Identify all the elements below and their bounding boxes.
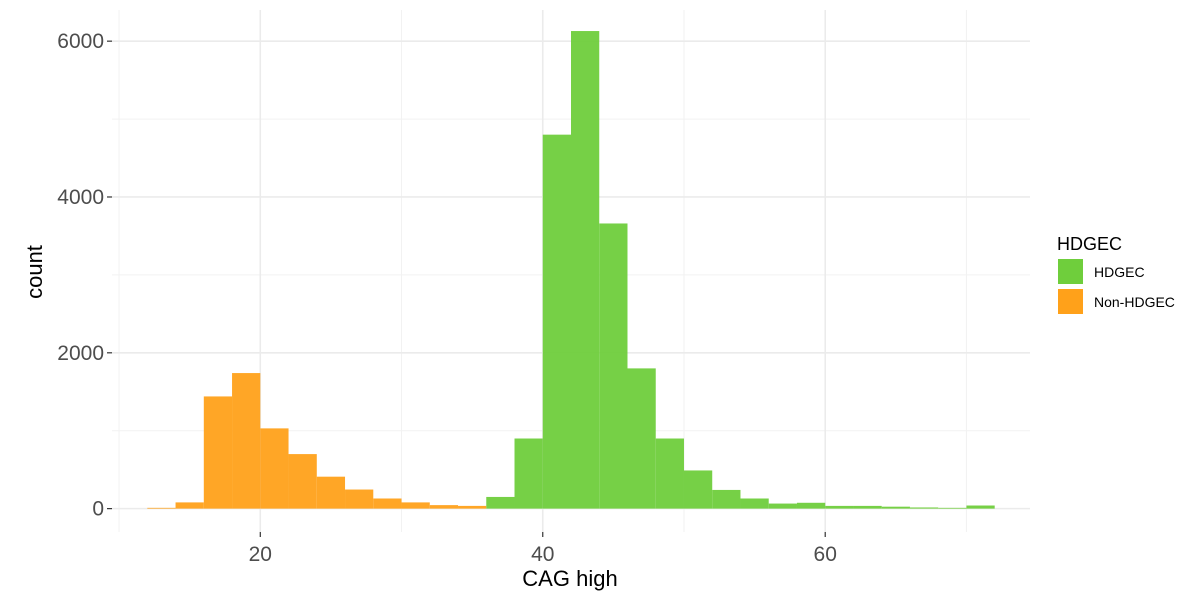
legend: HDGEC HDGEC Non-HDGEC — [1057, 234, 1175, 314]
bar-non-hdgec — [401, 502, 430, 509]
bar-non-hdgec — [203, 396, 233, 509]
bar-hdgec — [683, 470, 713, 509]
y-tick-label: 0 — [92, 498, 104, 521]
bar-hdgec — [796, 502, 826, 509]
bar-non-hdgec — [232, 373, 261, 509]
y-axis-title: count — [22, 245, 47, 299]
y-tick-label: 6000 — [57, 30, 104, 53]
bar-non-hdgec — [175, 502, 204, 509]
bar-hdgec — [740, 498, 769, 509]
histogram-bars — [147, 31, 995, 509]
bar-non-hdgec — [288, 454, 317, 509]
legend-title: HDGEC — [1057, 234, 1122, 254]
bar-hdgec — [542, 134, 571, 509]
legend-swatch-hdgec — [1058, 259, 1083, 284]
x-tick-label: 20 — [249, 543, 272, 566]
x-tick-label: 40 — [531, 543, 554, 566]
x-tick-label: 60 — [814, 543, 837, 566]
bar-hdgec — [599, 223, 628, 509]
y-tick-label: 2000 — [57, 342, 104, 365]
y-axis: 0 2000 4000 6000 — [57, 30, 112, 521]
bar-non-hdgec — [316, 476, 346, 509]
bar-hdgec — [938, 507, 967, 509]
x-axis-title: CAG high — [522, 566, 617, 591]
legend-label-hdgec: HDGEC — [1094, 264, 1145, 280]
bar-hdgec — [712, 489, 741, 509]
bar-non-hdgec — [345, 489, 374, 509]
bar-non-hdgec — [458, 505, 487, 509]
bar-hdgec — [655, 438, 684, 509]
bar-hdgec — [825, 505, 854, 509]
bar-non-hdgec — [373, 498, 402, 509]
x-axis: 20 40 60 — [249, 532, 837, 566]
bar-non-hdgec — [429, 505, 459, 509]
bar-hdgec — [881, 506, 910, 509]
bar-hdgec — [514, 438, 543, 509]
bar-hdgec — [768, 503, 797, 509]
y-tick-label: 4000 — [57, 186, 104, 209]
bar-non-hdgec — [260, 428, 289, 509]
bar-hdgec — [627, 368, 656, 509]
bar-hdgec — [966, 505, 995, 509]
legend-label-non-hdgec: Non-HDGEC — [1094, 294, 1175, 310]
bar-hdgec — [853, 505, 882, 509]
legend-swatch-non-hdgec — [1058, 289, 1083, 314]
bar-non-hdgec — [147, 507, 176, 509]
bar-hdgec — [909, 507, 939, 509]
bar-hdgec — [571, 31, 600, 509]
bar-hdgec — [486, 496, 515, 509]
